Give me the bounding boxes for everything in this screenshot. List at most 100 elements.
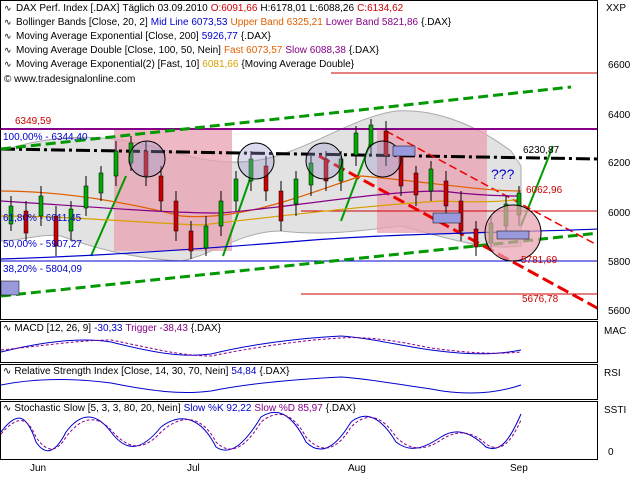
ema-fast10-line — [1, 198, 522, 226]
ma-double-suffix: {.DAX} — [348, 45, 379, 56]
level-top-label: 6349,59 — [15, 116, 52, 127]
rsi-plot — [1, 376, 522, 394]
stoch-axis: SSTI 0 — [598, 401, 640, 460]
rsi-pane[interactable]: ∿ Relative Strength Index [Close, 14, 30… — [0, 364, 598, 400]
ma-double-slow: Slow 6088,38 — [285, 45, 346, 56]
highlight-circle-4 — [364, 140, 402, 178]
ma-double-fast: Fast 6073,57 — [223, 45, 283, 56]
ema200-value: 5926,77 — [201, 31, 238, 42]
stoch-d: Slow %D 85,97 — [254, 403, 323, 414]
resistance-box-1 — [114, 129, 232, 251]
price-tick: 6400 — [608, 110, 631, 121]
indicator-icon: ∿ — [4, 45, 12, 55]
green-trend-2 — [222, 175, 252, 257]
blue-box-1 — [392, 145, 416, 157]
close-value: C:6134,62 — [357, 3, 404, 14]
ema200-label: Moving Average Exponential [Close, 200] — [16, 31, 199, 42]
stoch-legend[interactable]: ∿ Stochastic Slow [5, 3, 3, 80, 20, Nein… — [3, 403, 356, 414]
price-axis[interactable]: XXP 6600 6400 6200 6000 5800 5600 — [598, 0, 640, 320]
stoch-axis-zero: 0 — [608, 447, 614, 458]
level-right4-label: 5676,78 — [522, 294, 559, 305]
xxp-label: XXP — [606, 3, 627, 14]
macd-legend[interactable]: ∿ MACD [12, 26, 9] -30,33 Trigger -38,43… — [3, 323, 221, 334]
ema200-suffix: {.DAX} — [240, 31, 271, 42]
macd-suffix: {.DAX} — [190, 323, 221, 334]
level-right2-label: 6062,96 — [526, 185, 563, 196]
macd-axis-label: MAC — [604, 326, 627, 337]
fib-38-label: 38,20% - 5804,09 — [3, 264, 82, 275]
indicator-icon: ∿ — [4, 17, 12, 27]
indicator-icon: ∿ — [4, 59, 12, 69]
ema2-legend[interactable]: ∿ Moving Average Exponential(2) [Fast, 1… — [4, 59, 354, 70]
level-right1-label: 6230,87 — [523, 145, 560, 156]
watermark-text: © www.tradesignalonline.com — [4, 74, 136, 85]
ma-double-legend[interactable]: ∿ Moving Average Double [Close, 100, 50,… — [4, 45, 379, 56]
price-candles — [8, 119, 522, 259]
blue-box-2 — [432, 212, 462, 224]
stoch-k: Slow %K 92,22 — [183, 403, 252, 414]
watermark: © www.tradesignalonline.com — [4, 74, 135, 85]
high-value: H:6178,01 — [260, 3, 307, 14]
macd-plot — [1, 335, 522, 357]
bollinger-legend[interactable]: ∿ Bollinger Bands [Close, 20, 2] Mid Lin… — [4, 17, 451, 28]
rsi-legend[interactable]: ∿ Relative Strength Index [Close, 14, 30… — [3, 366, 289, 377]
macd-line — [1, 335, 522, 356]
highlight-circle-3 — [305, 142, 343, 180]
fib-61-label: 61,80% - 6011,45 — [3, 213, 82, 224]
stoch-plot — [1, 411, 522, 452]
open-value: O:6091,66 — [210, 3, 258, 14]
rsi-line — [1, 376, 522, 394]
bollinger-label: Bollinger Bands [Close, 20, 2] — [16, 17, 148, 28]
rsi-suffix: {.DAX} — [259, 366, 290, 377]
red-downtrend-1 — [318, 154, 597, 310]
bollinger-lower: Lower Band 5821,86 — [325, 17, 419, 28]
month-label: Jun — [30, 463, 47, 474]
indicator-icon: ∿ — [3, 366, 12, 377]
month-label: Sep — [510, 463, 528, 474]
ema2-value: 6081,66 — [202, 59, 239, 70]
series-icon: ∿ — [4, 3, 12, 13]
fib-100-label: 100,00% - 6344,40 — [3, 132, 88, 143]
price-pane[interactable]: ∿ DAX Perf. Index [.DAX] Täglich 03.09.2… — [0, 0, 598, 320]
macd-pane[interactable]: ∿ MACD [12, 26, 9] -30,33 Trigger -38,43… — [0, 321, 598, 363]
upper-green-channel — [1, 85, 572, 151]
stoch-suffix: {.DAX} — [325, 403, 356, 414]
price-tick: 5600 — [608, 306, 631, 317]
low-value: L:6088,26 — [309, 3, 355, 14]
date-label: 03.09.2010 — [157, 3, 208, 14]
stoch-k-line — [1, 411, 522, 452]
indicator-icon: ∿ — [4, 31, 12, 41]
indicator-icon: ∿ — [3, 323, 12, 334]
price-tick: 6000 — [608, 208, 631, 219]
blue-box-4 — [496, 230, 530, 240]
macd-trigger: Trigger -38,43 — [125, 323, 188, 334]
month-label: Jul — [187, 463, 200, 474]
question-marks: ??? — [491, 166, 515, 182]
ema2-label: Moving Average Exponential(2) [Fast, 10] — [16, 59, 200, 70]
rsi-axis-label: RSI — [604, 368, 621, 379]
period-label: Täglich — [122, 3, 155, 14]
price-tick: 6200 — [608, 158, 631, 169]
level-right3-label: 5781,69 — [521, 255, 558, 266]
rsi-label: Relative Strength Index [Close, 14, 30, … — [14, 366, 229, 377]
ema200-legend[interactable]: ∿ Moving Average Exponential [Close, 200… — [4, 31, 271, 42]
title-line: ∿ DAX Perf. Index [.DAX] Täglich 03.09.2… — [4, 3, 403, 14]
price-tick: 6600 — [608, 60, 631, 71]
highlight-circle-2 — [237, 142, 275, 180]
stoch-label: Stochastic Slow [5, 3, 3, 80, 20, Nein] — [14, 403, 181, 414]
bollinger-suffix: {.DAX} — [421, 17, 452, 28]
indicator-icon: ∿ — [3, 403, 12, 414]
month-label: Aug — [348, 463, 366, 474]
macd-value: -30,33 — [94, 323, 123, 334]
stoch-axis-label: SSTI — [604, 405, 627, 416]
ma-double-label: Moving Average Double [Close, 100, 50, N… — [16, 45, 221, 56]
rsi-value: 54,84 — [231, 366, 257, 377]
macd-axis: MAC — [598, 321, 640, 363]
macd-label: MACD [12, 26, 9] — [14, 323, 92, 334]
stoch-pane[interactable]: ∿ Stochastic Slow [5, 3, 3, 80, 20, Nein… — [0, 401, 598, 460]
rsi-axis: RSI — [598, 364, 640, 400]
blue-box-3 — [1, 280, 20, 296]
bollinger-mid: Mid Line 6073,53 — [150, 17, 228, 28]
ma-slow-line — [1, 190, 522, 214]
